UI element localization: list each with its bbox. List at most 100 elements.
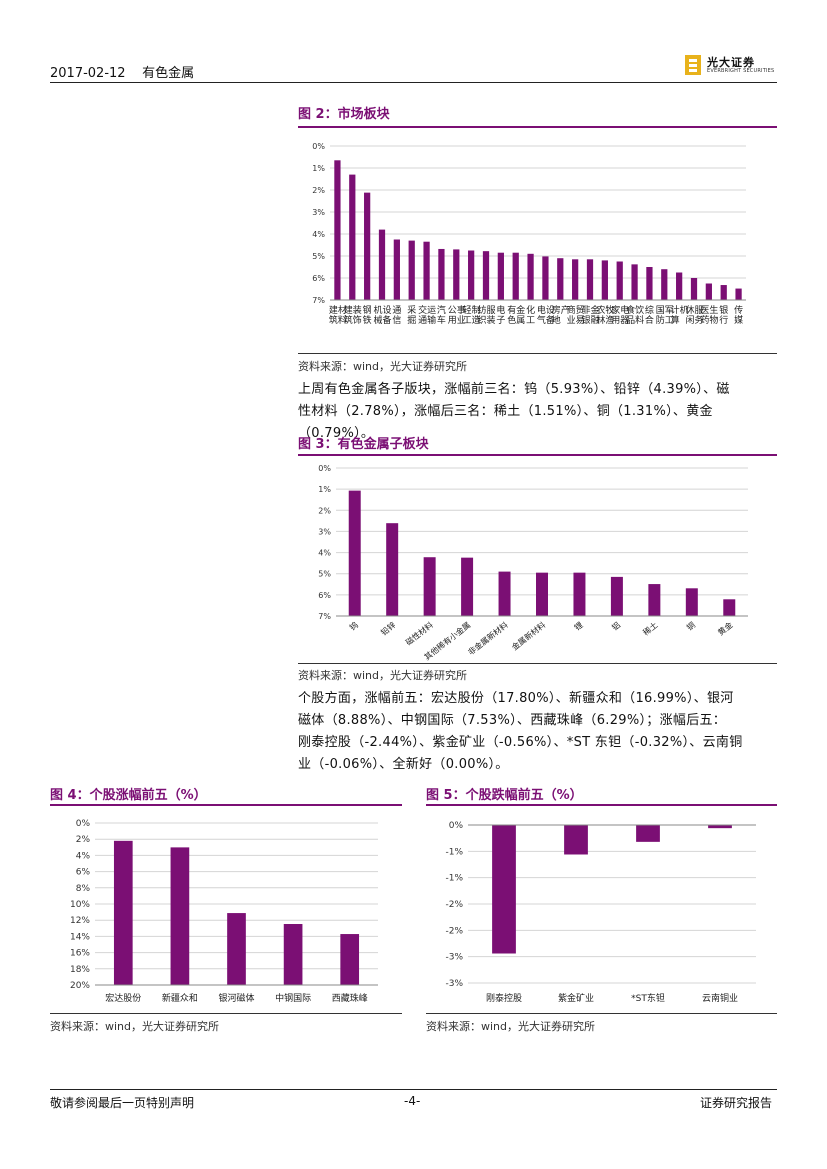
x-category-label: 非银 [581, 304, 590, 326]
bar [610, 576, 623, 616]
x-category-label: 磁性材料 [403, 620, 434, 648]
x-category-label: 传媒 [734, 304, 743, 326]
x-category-label: 金属 [516, 304, 525, 326]
y-tick-label: 4% [76, 851, 91, 861]
bar [661, 269, 668, 300]
bar [601, 260, 608, 300]
x-category-label: 国防 [656, 305, 665, 326]
y-tick-label: -1% [445, 847, 463, 857]
bar [648, 584, 661, 616]
y-tick-label: 6% [76, 868, 91, 878]
y-tick-label: 2% [312, 186, 325, 195]
bar [492, 825, 516, 954]
fig2-svg: 0%1%2%3%4%5%6%7%建筑材料建筑装饰钢铁机械设备通信采掘交通运输汽车… [312, 142, 746, 326]
bar [646, 267, 653, 300]
x-category-label: 钢铁 [363, 304, 372, 326]
x-category-label: 材料 [338, 304, 347, 326]
y-tick-label: -1% [445, 874, 463, 884]
x-category-label: 房地 [552, 304, 561, 326]
fig5-top-rule [426, 804, 777, 806]
x-category-label: 产 [561, 304, 570, 316]
y-tick-label: 0% [312, 142, 325, 151]
bar [468, 250, 475, 300]
x-category-label: 化工 [526, 304, 535, 326]
x-category-label: 中钢国际 [275, 992, 311, 1004]
y-tick-label: 14% [70, 932, 90, 942]
logo-mark-icon [685, 55, 701, 75]
y-tick-label: 3% [318, 527, 331, 536]
x-category-label: 电器 [620, 304, 629, 326]
bar [564, 825, 588, 855]
x-category-label: 钨 [347, 620, 359, 633]
y-tick-label: 1% [318, 485, 331, 494]
bar [227, 913, 246, 985]
x-category-label: 机械 [373, 304, 382, 326]
x-category-label: 锂 [572, 620, 584, 633]
x-category-label: 通信 [392, 305, 401, 326]
bar [557, 258, 564, 300]
x-category-label: 运输 [427, 305, 436, 326]
fig2-bottom-rule [298, 353, 777, 354]
y-tick-label: 7% [318, 612, 331, 621]
paragraph1-line1: 上周有色金属各子版块，涨幅前三名：钨（5.93%）、铅锌（4.39%）、磁 [298, 382, 730, 397]
x-category-label: 铅锌 [379, 620, 398, 638]
y-tick-label: 2% [318, 506, 331, 515]
bar [616, 261, 623, 300]
fig4-chart: 0% 2% 4% 6% 8% 10% 12% 14% 16% 18% 20% 宏达股份 新疆众和 银河磁体… [50, 808, 402, 1013]
bar [423, 557, 436, 616]
x-category-label: 电气 [537, 304, 546, 326]
paragraph-stock-summary: 个股方面，涨幅前五：宏达股份（17.80%）、新疆众和（16.99%）、银河 磁… [298, 688, 778, 776]
x-category-label: 食品 [626, 304, 635, 326]
y-tick-label: 4% [318, 549, 331, 558]
x-category-label: 计算 [671, 304, 680, 326]
bar [512, 252, 519, 300]
y-tick-label: 0% [76, 819, 91, 829]
y-tick-label: 16% [70, 949, 90, 959]
bar [705, 283, 712, 300]
x-category-label: 服务 [694, 305, 703, 326]
bar [735, 288, 742, 300]
x-category-label: 非金属新材料 [466, 620, 510, 657]
fig2-title: 图 2：市场板块 [298, 107, 390, 122]
fig4-source: 资料来源：wind，光大证券研究所 [50, 1020, 220, 1033]
x-category-label: 家用 [611, 304, 620, 326]
x-category-label: 电子 [496, 304, 505, 326]
y-tick-label: 5% [318, 570, 331, 579]
x-category-label: 制造 [472, 304, 481, 326]
bar [334, 160, 341, 300]
bar [364, 192, 371, 300]
x-category-label: 公用 [448, 305, 457, 326]
paragraph1-line2: 性材料（2.78%），涨幅后三名：稀土（1.51%）、铜（1.31%）、黄金（0… [298, 404, 713, 441]
x-category-label: 休闲 [685, 304, 694, 326]
y-tick-label: 1% [312, 164, 325, 173]
bar [685, 588, 698, 616]
bar [348, 490, 361, 616]
bar [170, 847, 190, 985]
y-tick-label: 10% [70, 900, 90, 910]
x-category-label: 饮料 [635, 304, 644, 326]
x-category-label: 铜 [685, 620, 697, 633]
fig2-top-rule [298, 126, 777, 128]
bar [573, 572, 586, 616]
fig3-top-rule [298, 454, 777, 456]
x-category-label: 西藏珠峰 [332, 992, 368, 1004]
logo-text-en: EVERBRIGHT SECURITIES [707, 68, 775, 74]
y-tick-label: 0% [318, 464, 331, 473]
fig4-svg: 0% 2% 4% 6% 8% 10% 12% 14% 16% 18% 20% 宏达股份 新疆众和 银河磁体… [70, 819, 378, 1004]
x-category-label: 银行 [719, 304, 728, 326]
footer-report-type: 证券研究报告 [700, 1096, 773, 1110]
bar [378, 229, 386, 300]
paragraph2-line2: 磁体（8.88%）、中钢国际（7.53%）、西藏珠峰（6.29%）；涨幅后五： [298, 713, 727, 728]
x-category-label: 稀土 [641, 620, 660, 638]
x-category-label: 服装 [486, 305, 495, 326]
y-tick-label: 8% [76, 884, 91, 894]
x-category-label: 设备 [382, 305, 391, 326]
x-category-label: 设备 [546, 305, 555, 326]
paragraph2-line4: 业（-0.06%）、全新好（0.00%）。 [298, 757, 509, 772]
fig4-bottom-rule [50, 1013, 402, 1014]
bar [497, 252, 504, 300]
y-tick-label: 7% [312, 296, 325, 305]
y-tick-label: 4% [312, 230, 325, 239]
x-category-label: 银河磁体 [218, 992, 254, 1004]
